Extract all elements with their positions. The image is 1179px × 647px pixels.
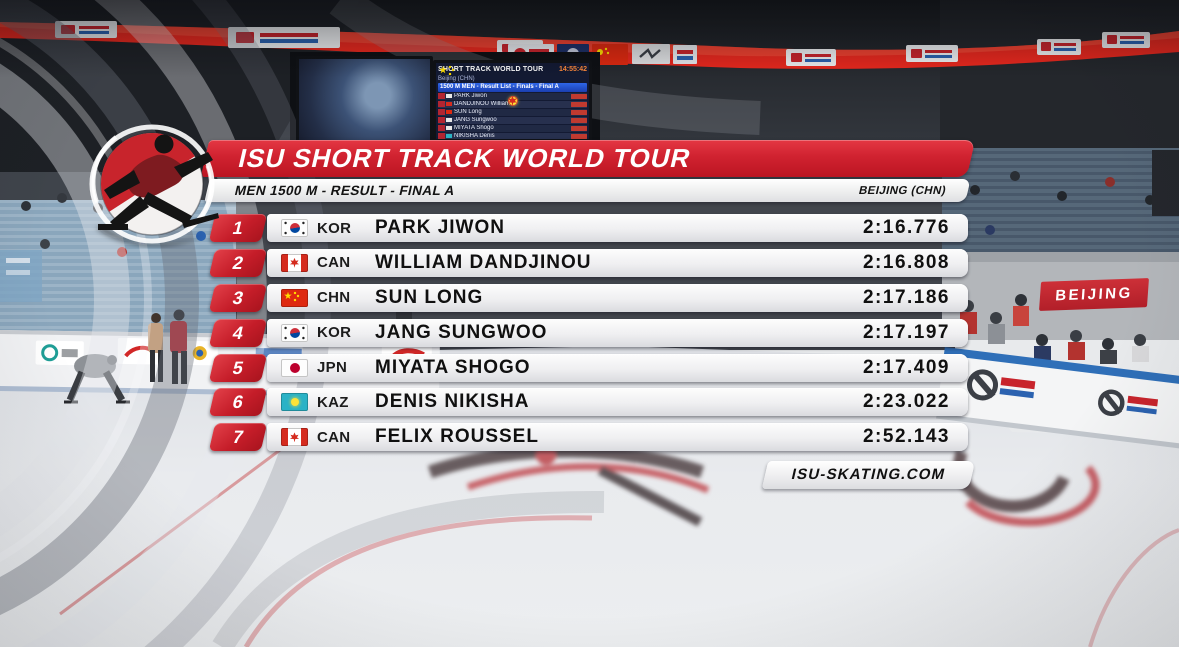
country-code: CHN (317, 289, 351, 307)
finish-time: 2:17.409 (862, 356, 950, 378)
race-title: MEN 1500 M - RESULT - FINAL A (233, 183, 457, 198)
rank-number: 2 (230, 252, 246, 273)
country-flag-icon (281, 253, 308, 272)
rank-number: 3 (230, 287, 246, 308)
rank-number: 4 (230, 322, 246, 343)
series-title-bar: ISU SHORT TRACK WORLD TOUR (200, 140, 976, 177)
rank-badge: 6 (208, 388, 268, 417)
skater-name: PARK JIWON (375, 217, 505, 238)
country-code: CAN (317, 254, 351, 272)
results-table: 1 KOR PARK JIWON 2:16.776 2 CAN (0, 214, 1179, 458)
skater-name: WILLIAM DANDJINOU (375, 251, 592, 273)
country-flag-icon (281, 428, 308, 447)
website-bar: ISU-SKATING.COM (761, 461, 976, 489)
skater-silhouette (98, 134, 219, 230)
result-row: 5 JPN MIYATA SHOGO 2:17.409 (0, 353, 1179, 382)
finish-time: 2:17.197 (862, 321, 950, 343)
country-flag-icon (281, 219, 308, 237)
race-subtitle-bar: MEN 1500 M - RESULT - FINAL A BEIJING (C… (204, 179, 971, 202)
result-bar: KOR PARK JIWON 2:16.776 (267, 214, 968, 242)
country-code: JPN (317, 359, 348, 377)
rank-badge: 7 (208, 423, 268, 452)
rank-badge: 4 (208, 318, 268, 347)
result-bar: CHN SUN LONG 2:17.186 (267, 283, 968, 312)
skater-name: FELIX ROUSSEL (375, 426, 539, 448)
finish-time: 2:17.186 (862, 286, 950, 308)
result-row: 6 KAZ DENIS NIKISHA 2:23.022 (0, 388, 1179, 417)
rank-number: 7 (230, 427, 246, 448)
result-row: 7 CAN FELIX ROUSSEL 2:52.143 (0, 423, 1179, 452)
race-location: BEIJING (CHN) (857, 184, 948, 197)
rank-badge: 5 (208, 353, 268, 382)
skater-name: SUN LONG (375, 286, 484, 308)
result-bar: KAZ DENIS NIKISHA 2:23.022 (267, 388, 968, 417)
country-code: KOR (317, 219, 352, 237)
skater-logo-icon (89, 124, 219, 247)
finish-time: 2:23.022 (862, 391, 950, 413)
skater-name: JANG SUNGWOO (375, 321, 548, 343)
result-bar: JPN MIYATA SHOGO 2:17.409 (267, 353, 968, 382)
series-title: ISU SHORT TRACK WORLD TOUR (235, 143, 695, 173)
finish-time: 2:16.776 (862, 217, 950, 238)
country-flag-icon (281, 393, 308, 412)
result-bar: CAN FELIX ROUSSEL 2:52.143 (267, 423, 968, 452)
skater-name: DENIS NIKISHA (375, 391, 530, 413)
rank-number: 1 (230, 218, 246, 238)
rank-badge: 3 (208, 283, 268, 312)
country-code: CAN (317, 428, 351, 446)
finish-time: 2:16.808 (862, 251, 950, 273)
finish-time: 2:52.143 (862, 426, 950, 448)
result-row: 2 CAN WILLIAM DANDJINOU 2:16.808 (0, 248, 1179, 277)
rank-number: 6 (230, 392, 246, 413)
result-row: 1 KOR PARK JIWON 2:16.776 (0, 214, 1179, 242)
result-row: 4 KOR JANG SUNGWOO 2:17.197 (0, 318, 1179, 347)
rank-number: 5 (230, 357, 246, 378)
country-flag-icon (281, 323, 308, 342)
website-url: ISU-SKATING.COM (789, 466, 948, 483)
country-flag-icon (281, 288, 308, 307)
skater-name: MIYATA SHOGO (375, 356, 531, 378)
result-row: 3 CHN SUN LONG 2:17.186 (0, 283, 1179, 312)
country-code: KOR (317, 324, 352, 342)
country-code: KAZ (317, 393, 349, 411)
short-track-tour-logo (76, 110, 228, 256)
country-flag-icon (281, 358, 308, 377)
result-bar: CAN WILLIAM DANDJINOU 2:16.808 (267, 248, 968, 277)
result-bar: KOR JANG SUNGWOO 2:17.197 (267, 318, 968, 347)
